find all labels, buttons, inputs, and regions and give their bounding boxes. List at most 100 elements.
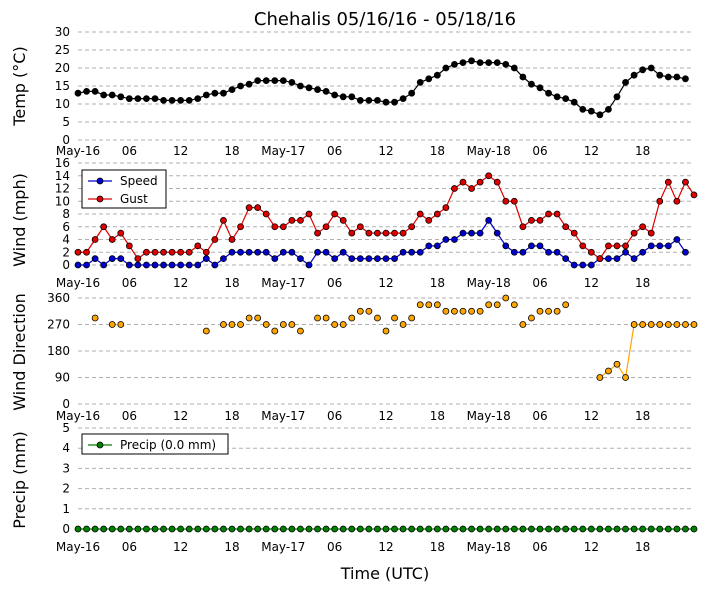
series-0-point xyxy=(220,89,227,97)
series-0-point xyxy=(339,525,347,533)
direction-point xyxy=(673,321,681,328)
series-1-point xyxy=(519,223,527,231)
x-tick-label: 18 xyxy=(430,144,445,158)
series-0-point xyxy=(100,261,108,269)
direction-point xyxy=(416,301,424,309)
series-0-point xyxy=(613,93,621,101)
direction-point xyxy=(382,327,390,335)
x-tick-label: 12 xyxy=(378,144,393,158)
series-0-line xyxy=(77,60,686,116)
series-0-point xyxy=(442,64,450,72)
series-0-point xyxy=(647,64,655,72)
x-tick-label: 18 xyxy=(224,276,239,290)
series-1-point xyxy=(151,248,159,256)
series-0-point xyxy=(408,248,416,256)
series-0-point xyxy=(297,255,304,263)
series-0-point xyxy=(485,216,493,224)
direction-point xyxy=(605,367,612,375)
series-0-point xyxy=(476,59,484,66)
x-tick-label: 12 xyxy=(378,540,393,554)
series-1-point xyxy=(262,210,270,218)
series-1-point xyxy=(177,248,185,256)
series-0-point xyxy=(117,255,125,263)
series-1-point xyxy=(339,216,347,224)
series-0-point xyxy=(536,525,544,533)
series-0-point xyxy=(262,525,270,533)
series-0-point xyxy=(100,525,108,533)
series-1-point xyxy=(647,229,655,237)
direction-point xyxy=(279,321,287,328)
series-0-point xyxy=(639,248,647,256)
panel-3: 0 90 180 270 360 May-16 06 12 18 May-17 06 12 18 May-… xyxy=(10,291,698,423)
legend-swatch-marker xyxy=(96,177,104,185)
series-0-point xyxy=(331,91,339,99)
legend-swatch-marker xyxy=(96,195,104,203)
direction-point xyxy=(553,307,561,315)
series-0-point xyxy=(476,525,484,533)
series-0-point xyxy=(288,248,296,256)
series-0-point xyxy=(254,248,262,256)
series-0-point xyxy=(348,525,356,533)
x-tick-label: 12 xyxy=(584,144,599,158)
series-0-point xyxy=(510,64,518,72)
series-0-point xyxy=(468,229,475,237)
series-0-point xyxy=(254,77,262,84)
series-0-point xyxy=(245,248,253,256)
series-0-point xyxy=(382,525,390,533)
series-0-point xyxy=(202,255,210,263)
x-tick-label: May-17 xyxy=(261,276,305,290)
series-1-point xyxy=(356,223,364,231)
series-0-point xyxy=(536,242,544,250)
series-0-point xyxy=(605,255,612,263)
series-0-point xyxy=(314,525,321,533)
series-1-point xyxy=(117,229,125,237)
series-0-point xyxy=(528,525,535,533)
y-tick-label: 6 xyxy=(62,220,70,234)
series-1-point xyxy=(416,210,424,218)
series-1-point xyxy=(220,216,227,224)
series-0-point xyxy=(587,261,595,269)
series-0-point xyxy=(605,525,612,533)
series-0-point xyxy=(673,236,681,243)
direction-point xyxy=(639,321,647,328)
series-0-point xyxy=(202,525,210,533)
series-1-point xyxy=(459,178,467,186)
direction-point xyxy=(690,321,698,328)
series-1-point xyxy=(570,229,578,237)
series-1-point xyxy=(468,185,475,192)
legend-box xyxy=(81,433,229,455)
direction-point xyxy=(254,314,262,322)
series-0-point xyxy=(416,248,424,256)
series-0-point xyxy=(74,89,82,97)
series-0-point xyxy=(356,97,364,104)
x-tick-label: 06 xyxy=(122,540,137,554)
series-0-point xyxy=(459,59,467,66)
series-0-point xyxy=(425,525,433,533)
series-1-point xyxy=(562,223,570,231)
series-0-point xyxy=(502,61,510,68)
series-1-point xyxy=(83,248,90,256)
y-tick-label: 180 xyxy=(47,344,70,358)
series-0-point xyxy=(125,95,133,102)
direction-point xyxy=(519,321,527,328)
series-0-point xyxy=(100,91,108,99)
series-0-point xyxy=(545,89,552,97)
series-0-point xyxy=(168,525,176,533)
series-1-point xyxy=(245,204,253,212)
series-0-point xyxy=(656,525,664,533)
direction-point xyxy=(442,307,450,315)
direction-point xyxy=(314,314,321,322)
series-0-point xyxy=(416,525,424,533)
series-0-point xyxy=(493,525,501,533)
direction-point xyxy=(339,321,347,328)
series-0-point xyxy=(639,66,647,74)
series-0-point xyxy=(143,261,150,269)
series-1-point xyxy=(279,223,287,231)
direction-point xyxy=(451,307,458,315)
series-0-point xyxy=(664,242,672,250)
series-1-point xyxy=(622,242,629,250)
